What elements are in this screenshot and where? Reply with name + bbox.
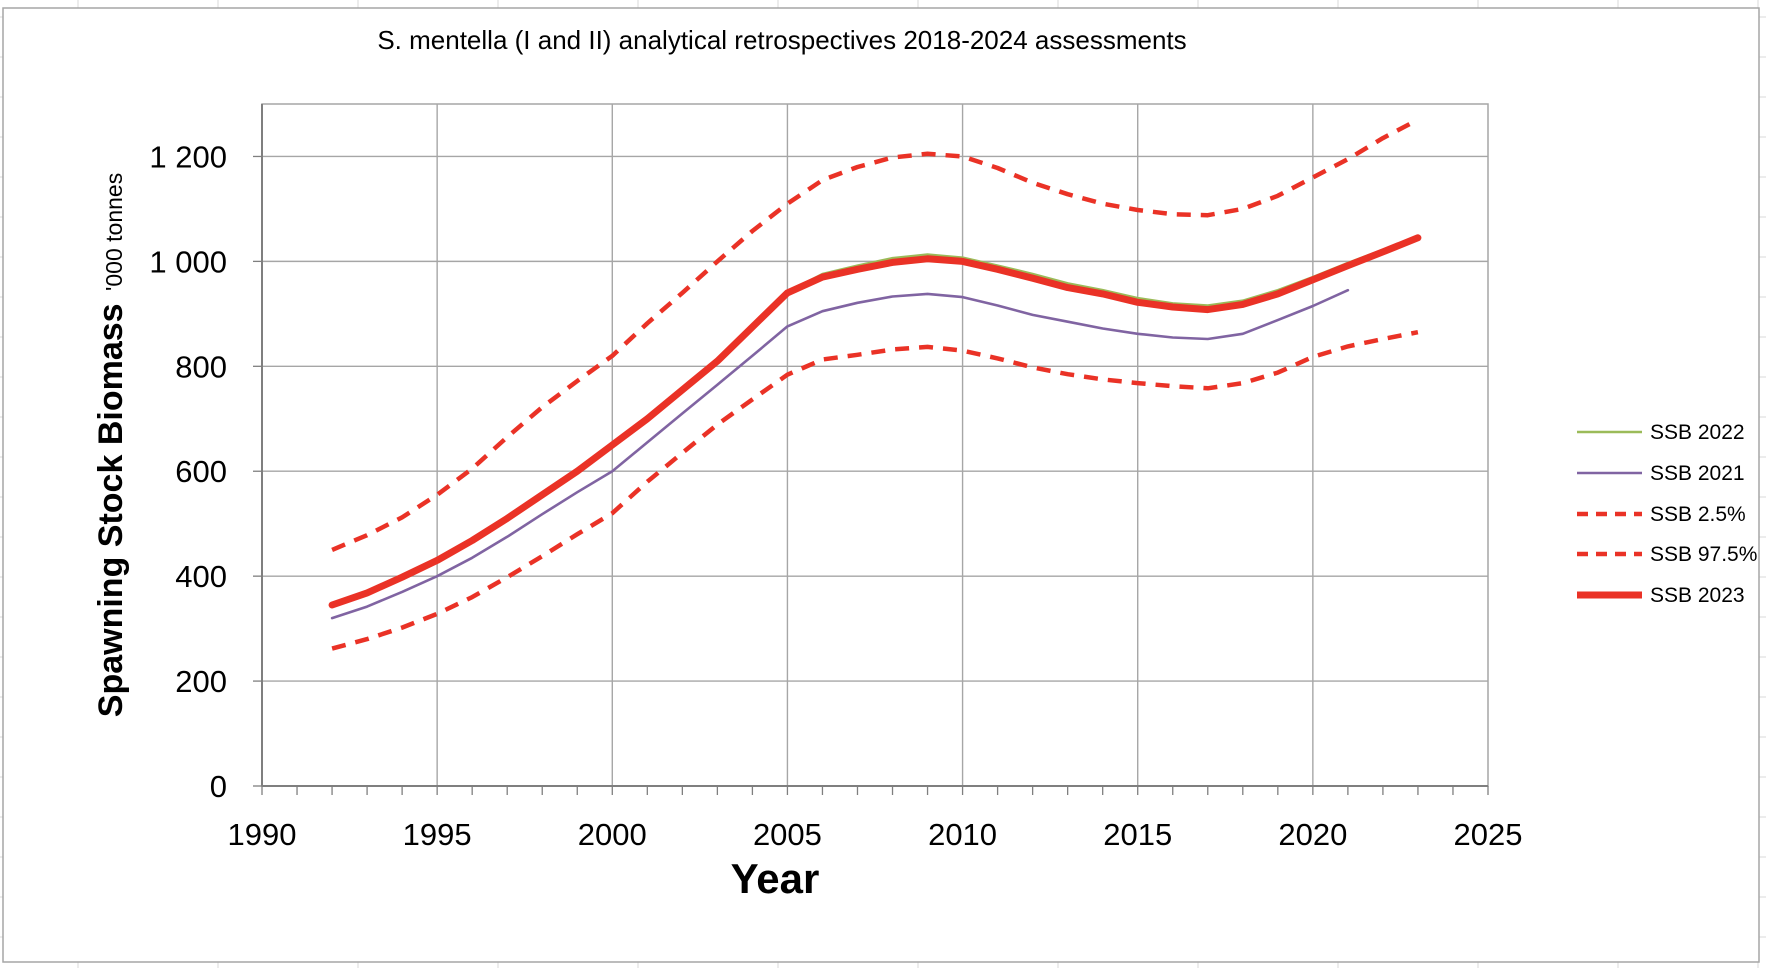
- axis-lines: [261, 104, 1488, 787]
- legend-item-ssb-2-5-[interactable]: SSB 2.5%: [1577, 503, 1746, 526]
- x-tick-label-2025: 2025: [1454, 817, 1523, 852]
- legend-item-ssb-2022[interactable]: SSB 2022: [1577, 421, 1745, 444]
- series-line-ssb-2023[interactable]: [328, 234, 1422, 609]
- x-tick-label-2010: 2010: [928, 817, 997, 852]
- vertical-gridlines: [436, 104, 1314, 786]
- legend-item-ssb-2021[interactable]: SSB 2021: [1577, 462, 1745, 485]
- legend-item-label: SSB 2.5%: [1650, 503, 1746, 526]
- x-axis-title: Year: [731, 855, 820, 902]
- y-tick-label-400: 400: [175, 559, 227, 594]
- y-axis-title: Spawning Stock Biomass '000 tonnes: [92, 173, 130, 717]
- chart-title: S. mentella (I and II) analytical retros…: [377, 25, 1186, 55]
- legend-item-label: SSB 2021: [1650, 462, 1745, 485]
- x-tick-label-2005: 2005: [753, 817, 822, 852]
- y-tick-label-600: 600: [175, 454, 227, 489]
- x-tick-label-1990: 1990: [228, 817, 297, 852]
- x-tick-label-2000: 2000: [578, 817, 647, 852]
- legend-item-ssb-2023[interactable]: SSB 2023: [1577, 584, 1745, 607]
- series-line-ssb-2021[interactable]: [330, 288, 1350, 620]
- legend-item-label: SSB 97.5%: [1650, 543, 1757, 566]
- legend-item-label: SSB 2022: [1650, 421, 1745, 444]
- y-axis-title-unit: '000 tonnes: [101, 173, 127, 291]
- y-tick-label-0: 0: [210, 769, 227, 804]
- y-tick-label-1200: 1 200: [149, 139, 227, 174]
- y-tick-label-1000: 1 000: [149, 244, 227, 279]
- y-axis-tick-labels: 0 200 400 600 800 1 000 1 200: [149, 139, 227, 804]
- x-tick-label-2015: 2015: [1103, 817, 1172, 852]
- legend[interactable]: SSB 2022 SSB 2021 SSB 2.5% SSB 97.5% SSB 202…: [1577, 421, 1757, 607]
- legend-item-label: SSB 2023: [1650, 584, 1745, 607]
- data-series-lines: [328, 117, 1422, 651]
- y-tick-label-800: 800: [175, 349, 227, 384]
- y-tick-label-200: 200: [175, 664, 227, 699]
- x-tick-label-1995: 1995: [403, 817, 472, 852]
- legend-item-ssb-97-5-[interactable]: SSB 97.5%: [1577, 543, 1757, 566]
- chart-frame[interactable]: [2, 7, 1760, 963]
- axis-ticks: [253, 155, 1489, 795]
- y-axis-title-main: Spawning Stock Biomass: [92, 303, 130, 717]
- x-axis-tick-labels: 1990 1995 2000 2005 2010 2015 2020 2025: [228, 817, 1523, 852]
- series-line-ssb-2-5-[interactable]: [331, 329, 1419, 651]
- x-tick-label-2020: 2020: [1278, 817, 1347, 852]
- series-line-ssb-97-5-[interactable]: [331, 117, 1419, 552]
